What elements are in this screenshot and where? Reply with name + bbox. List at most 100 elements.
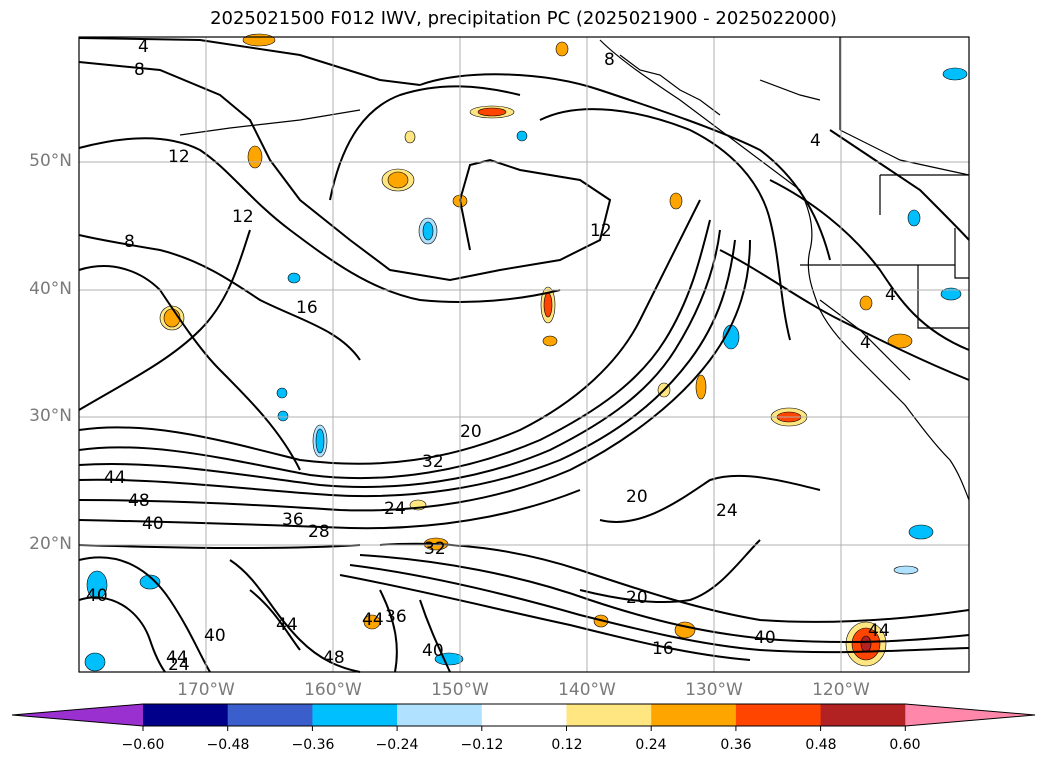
contour-label: 40 [86,586,108,606]
coastlines [179,37,970,501]
chart-title: 2025021500 F012 IWV, precipitation PC (2… [210,8,837,29]
contour-line [78,239,751,512]
precip-blob [84,652,106,672]
contour-label: 16 [652,639,674,659]
colorbar [11,703,1036,731]
contour-label: 4 [810,131,821,151]
precip-blob [242,33,276,47]
contour-line [419,599,451,673]
contour-label: 32 [424,539,446,559]
precip-blob [477,107,507,117]
colorbar-segment [397,704,483,726]
precip-blob [859,295,873,311]
colorbar-tick-label: −0.60 [121,737,165,753]
contour-label: 44 [104,468,126,488]
contour-label: 44 [276,615,298,635]
colorbar-segment [566,704,652,726]
contour-line [329,85,521,201]
contour-line [78,239,736,498]
precip-blob [940,287,962,301]
colorbar-tick-label: 0.12 [551,737,583,753]
precip-blob [139,574,161,590]
precip-blob [908,524,934,540]
contour-line [829,129,970,241]
contour-label: 48 [323,648,345,668]
precip-blob [404,130,416,144]
lon-label: 130°W [685,680,743,700]
contour-line [78,234,361,361]
colorbar-tick-label: 0.36 [720,737,752,753]
precip-blob [555,41,569,57]
precip-blob [86,570,108,600]
contour-label-group: 4 8 12 12 8 12 16 20 32 44 48 40 36 28 2… [86,37,896,675]
precip-blob [516,130,528,142]
coastline [599,39,970,501]
contour-line [78,219,711,480]
lon-label: 150°W [431,680,489,700]
precip-blob [277,410,289,422]
colorbar-tick-label: 0.48 [805,737,837,753]
contour-label: 40 [204,626,226,646]
contour-label: 12 [168,147,190,167]
precip-blob [315,428,325,454]
contour-label: 24 [384,499,406,519]
iwv-contours [78,37,970,673]
colorbar-tick-label: −0.12 [460,737,504,753]
colorbar-extend-min [12,704,143,726]
contour-line [359,554,970,644]
contour-label: 20 [626,588,648,608]
colorbar-segment [735,704,822,726]
precip-blob [887,333,913,349]
contour-line [719,249,970,381]
colorbar-tick-label: −0.48 [206,737,250,753]
contour-label: 32 [422,452,444,472]
colorbar-segment [143,704,229,726]
lat-label: 40°N [29,279,72,299]
contour-line [78,596,166,673]
contour-line [249,589,301,651]
coastline [179,109,361,136]
contour-line [229,559,361,673]
colorbar-segment [227,704,313,726]
map-frame [78,36,970,673]
contour-label: 44 [166,648,188,668]
lon-label: 140°W [558,680,616,700]
contour-label: 4 [860,333,871,353]
colorbar-extend-max [905,704,1035,726]
contour-label: 4 [885,285,896,305]
contour-label: 4 [138,37,149,57]
lon-label: 160°W [304,680,362,700]
contour-label: 24 [716,501,738,521]
precip-blob [247,145,263,169]
precip-blob [542,335,558,347]
precip-blob [669,192,683,210]
contour-label: 40 [422,641,444,661]
lat-label: 30°N [29,406,72,426]
border-line [954,228,969,279]
contour-line [78,544,361,550]
contour-line [78,489,581,530]
precip-blob [695,374,707,400]
contour-label: 16 [296,298,318,318]
contour-line [339,574,751,661]
precip-blob [163,308,181,328]
colorbar-segment [651,704,737,726]
contour-label: 12 [232,207,254,227]
contour-line [539,108,791,341]
contour-label: 20 [626,487,648,507]
border-line [839,129,970,176]
precip-negative [84,67,968,672]
colorbar-segment [481,704,567,726]
contour-label: 8 [124,232,135,252]
contour-line [379,542,970,623]
colorbar-tick-label: 0.60 [889,737,921,753]
precip-blob [893,565,919,575]
colorbar-tick-label: 0.24 [635,737,667,753]
contour-label: 24 [168,655,190,675]
precip-blob [387,171,409,189]
contour-line [78,265,301,471]
contour-line [78,61,612,282]
lat-label: 50°N [29,151,72,171]
contour-label: 48 [128,491,150,511]
